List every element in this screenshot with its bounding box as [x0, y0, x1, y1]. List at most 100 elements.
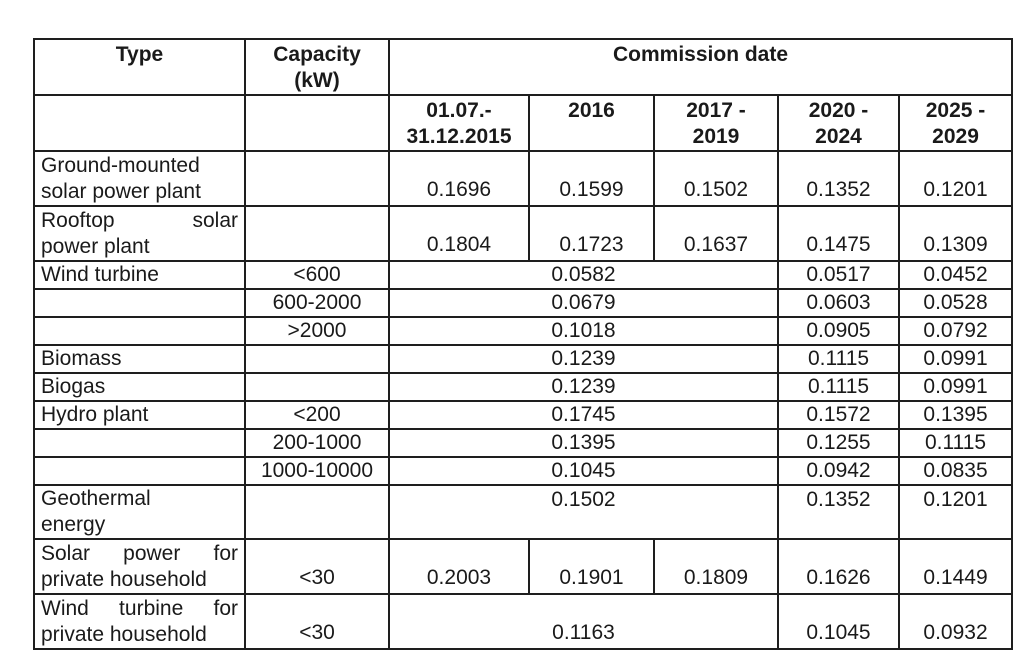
header-empty-capacity-cell: [244, 94, 390, 152]
cell-value: 0.0792: [897, 316, 1014, 346]
cell-value: 0.1502: [653, 150, 779, 207]
cell-value: 0.0528: [897, 288, 1014, 318]
header-date-col-1: 01.07.- 31.12.2015: [388, 94, 530, 152]
cell-value: 0.1599: [528, 150, 655, 207]
header-row-1: Type Capacity (kW) Commission date: [33, 38, 1014, 96]
cell-type: Wind turbine: [33, 260, 246, 290]
table-row: Rooftop solar power plant 0.1804 0.1723 0.16…: [33, 205, 1014, 262]
header-capacity: Capacity (kW): [244, 38, 390, 96]
cell-value: 0.0932: [897, 593, 1014, 650]
cell-capacity: [244, 372, 390, 402]
cell-type: [33, 316, 246, 346]
cell-value: 0.0582: [388, 260, 779, 290]
cell-value: 0.1745: [388, 400, 779, 430]
cell-capacity: <30: [244, 593, 390, 650]
cell-value: 0.0603: [777, 288, 900, 318]
cell-type: Biogas: [33, 372, 246, 402]
cell-value: 0.0517: [777, 260, 900, 290]
cell-type: Hydro plant: [33, 400, 246, 430]
cell-value: 0.1809: [653, 538, 779, 595]
table-row: Biomass 0.1239 0.1115 0.0991: [33, 344, 1014, 374]
cell-value: 0.1163: [388, 593, 779, 650]
cell-value: 0.1115: [777, 344, 900, 374]
cell-capacity: [244, 150, 390, 207]
cell-value: 0.1309: [897, 205, 1014, 262]
header-type: Type: [33, 38, 246, 96]
cell-type: Wind turbine for private household: [33, 593, 246, 650]
cell-value: 0.1201: [897, 484, 1014, 540]
header-date-col-2: 2016: [528, 94, 655, 152]
cell-value: 0.1572: [777, 400, 900, 430]
cell-capacity: <200: [244, 400, 390, 430]
cell-value: 0.0452: [897, 260, 1014, 290]
table-row: Geothermal energy 0.1502 0.1352 0.1201: [33, 484, 1014, 540]
cell-type: [33, 428, 246, 458]
cell-capacity: <30: [244, 538, 390, 595]
table-row: Hydro plant <200 0.1745 0.1572 0.1395: [33, 400, 1014, 430]
cell-value: 0.1045: [777, 593, 900, 650]
cell-value: 0.1115: [897, 428, 1014, 458]
header-date-col-3: 2017 -2019: [653, 94, 779, 152]
table-row: Ground-mounted solar power plant 0.1696 0.1…: [33, 150, 1014, 207]
cell-value: 0.1239: [388, 372, 779, 402]
header-empty-type-cell: [33, 94, 246, 152]
cell-capacity: [244, 205, 390, 262]
cell-value: 0.1502: [388, 484, 779, 540]
cell-capacity: <600: [244, 260, 390, 290]
cell-type: Ground-mounted solar power plant: [33, 150, 246, 207]
cell-value: 0.1395: [897, 400, 1014, 430]
cell-value: 0.2003: [388, 538, 530, 595]
cell-value: 0.1239: [388, 344, 779, 374]
header-row-2: 01.07.- 31.12.2015 2016 2017 -2019 2020 -202…: [33, 94, 1014, 152]
table-row: 200-1000 0.1395 0.1255 0.1115: [33, 428, 1014, 458]
cell-value: 0.1901: [528, 538, 655, 595]
cell-type: [33, 456, 246, 486]
cell-value: 0.1475: [777, 205, 900, 262]
cell-value: 0.1626: [777, 538, 900, 595]
header-date-col-5: 2025 -2029: [897, 94, 1014, 152]
cell-value: 0.1723: [528, 205, 655, 262]
cell-value: 0.1018: [388, 316, 779, 346]
cell-type: Rooftop solar power plant: [33, 205, 246, 262]
cell-value: 0.1201: [897, 150, 1014, 207]
cell-value: 0.1395: [388, 428, 779, 458]
cell-type: Solar power for private household: [33, 538, 246, 595]
cell-type: Biomass: [33, 344, 246, 374]
cell-value: 0.1352: [777, 484, 900, 540]
table-row: 1000-10000 0.1045 0.0942 0.0835: [33, 456, 1014, 486]
cell-value: 0.1352: [777, 150, 900, 207]
cell-value: 0.1637: [653, 205, 779, 262]
table-row: >2000 0.1018 0.0905 0.0792: [33, 316, 1014, 346]
cell-value: 0.1696: [388, 150, 530, 207]
cell-capacity: [244, 344, 390, 374]
cell-value: 0.1255: [777, 428, 900, 458]
table-row: Wind turbine <600 0.0582 0.0517 0.0452: [33, 260, 1014, 290]
cell-type: [33, 288, 246, 318]
cell-value: 0.0679: [388, 288, 779, 318]
cell-capacity: 1000-10000: [244, 456, 390, 486]
cell-value: 0.1804: [388, 205, 530, 262]
cell-capacity: >2000: [244, 316, 390, 346]
cell-capacity: 600-2000: [244, 288, 390, 318]
cell-value: 0.1045: [388, 456, 779, 486]
cell-capacity: [244, 484, 390, 540]
table-row: Solar power for private household <30 0.200…: [33, 538, 1014, 595]
cell-type: Geothermal energy: [33, 484, 246, 540]
cell-value: 0.0905: [777, 316, 900, 346]
cell-value: 0.0991: [897, 344, 1014, 374]
header-capacity-line2: (kW): [294, 69, 340, 92]
table-row: Biogas 0.1239 0.1115 0.0991: [33, 372, 1014, 402]
cell-value: 0.1115: [777, 372, 900, 402]
cell-value: 0.0991: [897, 372, 1014, 402]
cell-value: 0.1449: [897, 538, 1014, 595]
header-commission-date: Commission date: [387, 38, 1014, 96]
table-row: 600-2000 0.0679 0.0603 0.0528: [33, 288, 1014, 318]
table-row: Wind turbine for private household <30 0.11…: [33, 593, 1014, 650]
cell-capacity: 200-1000: [244, 428, 390, 458]
cell-value: 0.0835: [897, 456, 1014, 486]
cell-value: 0.0942: [777, 456, 900, 486]
header-date-col-4: 2020 -2024: [777, 94, 900, 152]
header-capacity-line1: Capacity: [273, 43, 361, 66]
tariff-table: Type Capacity (kW) Commission date 01.07…: [33, 38, 1014, 650]
